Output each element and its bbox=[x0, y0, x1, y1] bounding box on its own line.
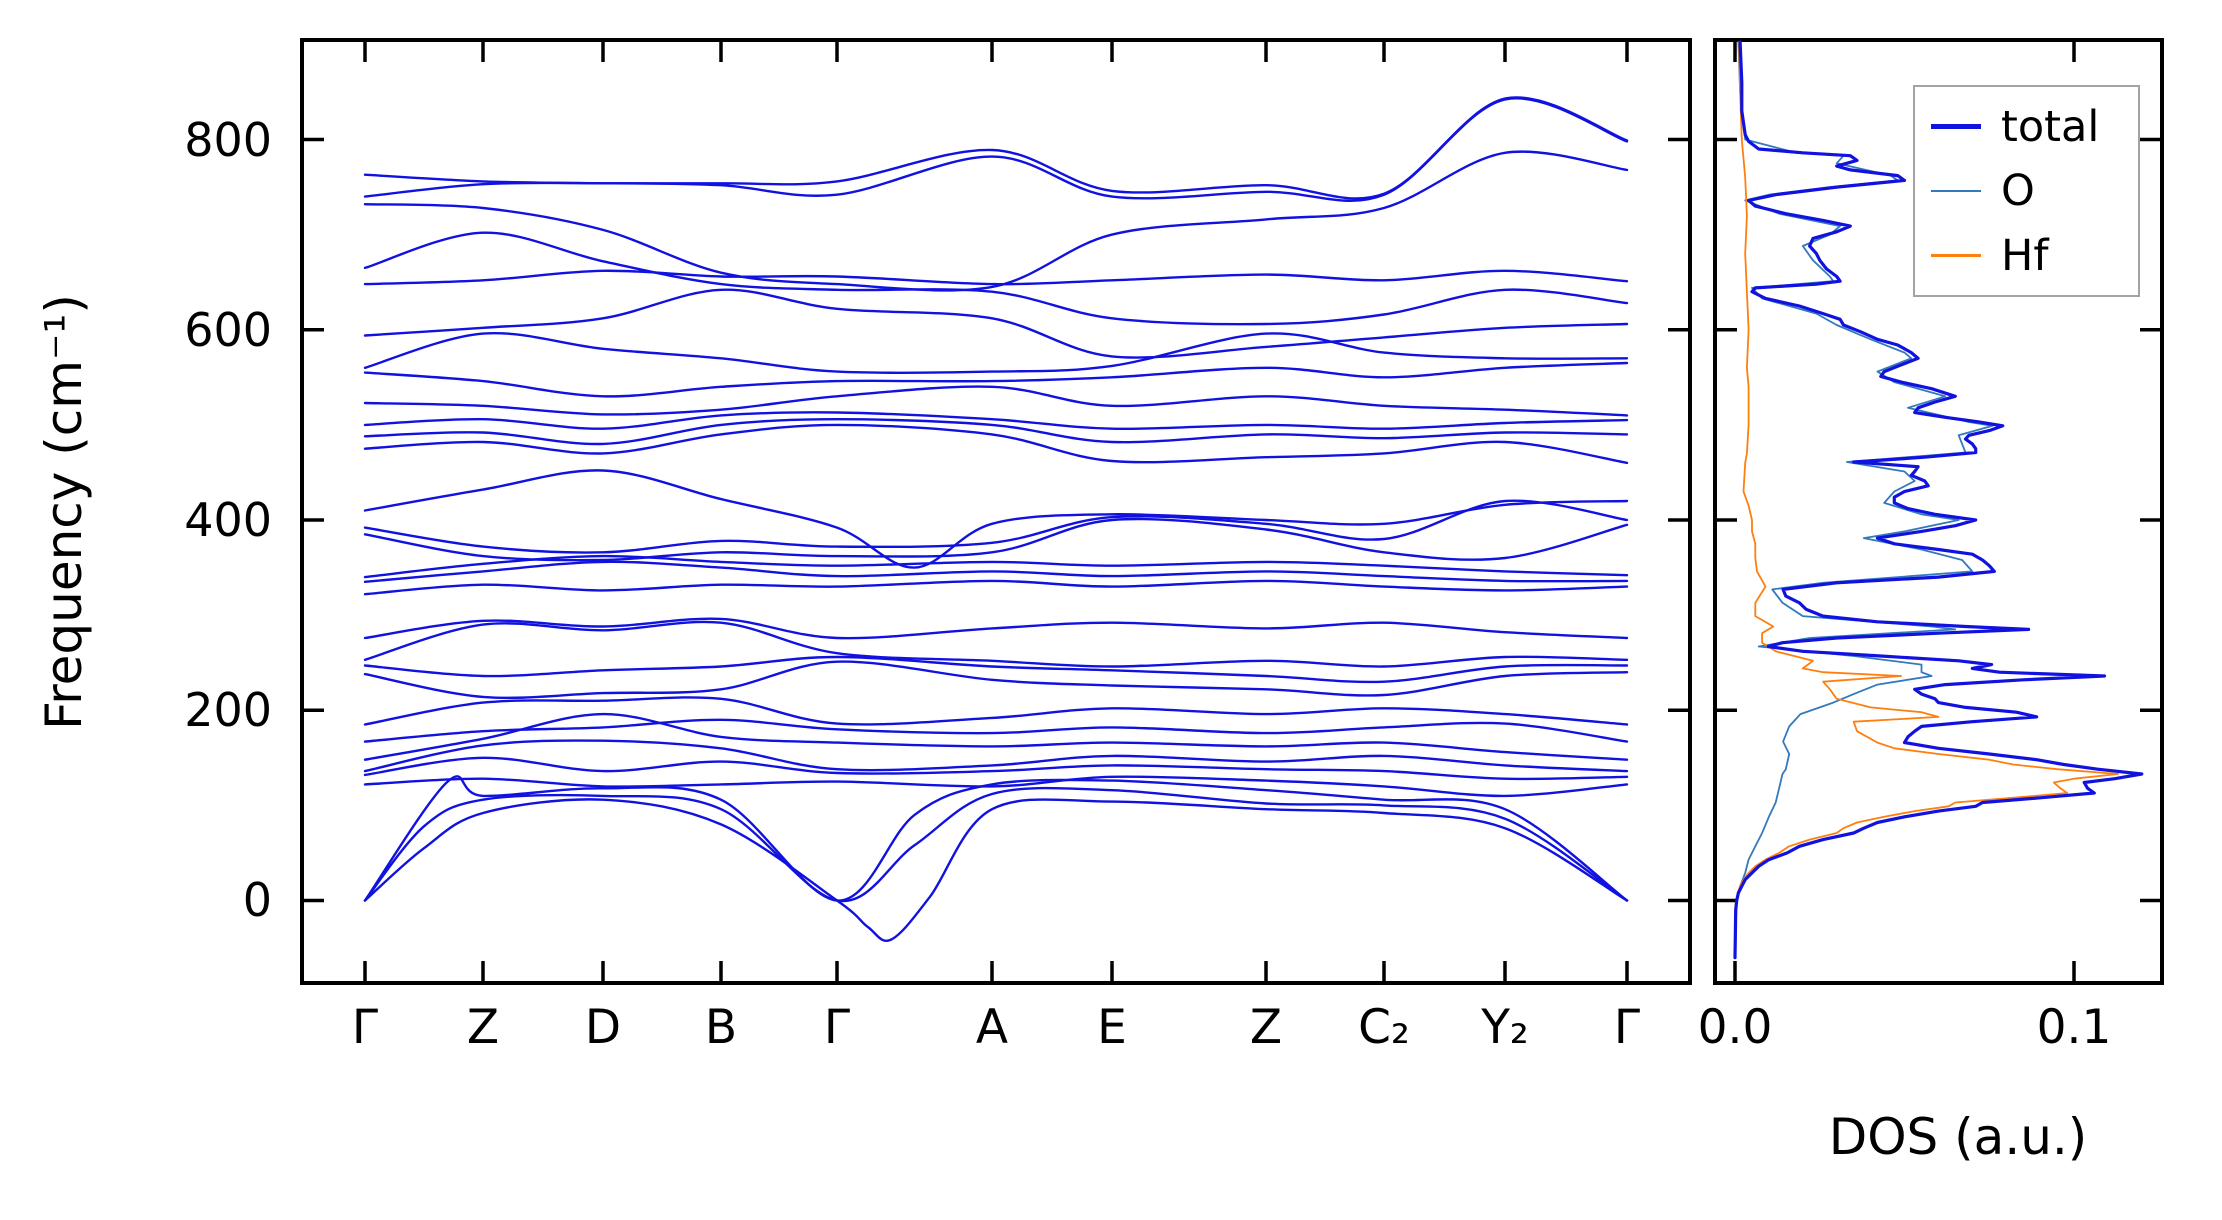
hf-line-swatch bbox=[1931, 254, 1981, 257]
legend-row-hf: Hf bbox=[1915, 231, 2138, 281]
legend-label-o: O bbox=[2001, 166, 2035, 216]
total-line-swatch bbox=[1931, 124, 1981, 129]
xtick-gamma-2: Γ bbox=[823, 1000, 851, 1055]
xtick-gamma-1: Γ bbox=[351, 1000, 379, 1055]
xtick-a: A bbox=[975, 1000, 1009, 1055]
xtick-c2: C₂ bbox=[1358, 1000, 1410, 1055]
xtick-gamma-3: Γ bbox=[1613, 1000, 1641, 1055]
legend-label-total: total bbox=[2001, 101, 2100, 152]
legend-label-hf: Hf bbox=[2001, 230, 2049, 281]
xtick-b: B bbox=[704, 1000, 738, 1055]
legend-row-total: total bbox=[1915, 102, 2138, 152]
ytick-200: 200 bbox=[184, 683, 272, 737]
y-axis-title: Frequency (cm⁻¹) bbox=[35, 294, 93, 730]
dos-xtick-0.0: 0.0 bbox=[1697, 1000, 1773, 1055]
xtick-y2: Y₂ bbox=[1481, 1000, 1529, 1055]
legend-row-o: O bbox=[1915, 166, 2138, 216]
dos-xtick-0.1: 0.1 bbox=[2036, 1000, 2112, 1055]
ytick-0: 0 bbox=[242, 873, 272, 927]
xtick-z-2: Z bbox=[1249, 1000, 1283, 1055]
legend: total O Hf bbox=[1913, 85, 2140, 297]
o-line-swatch bbox=[1931, 189, 1981, 193]
xtick-d: D bbox=[584, 1000, 622, 1055]
xtick-z-1: Z bbox=[466, 1000, 500, 1055]
ytick-600: 600 bbox=[184, 303, 272, 357]
xtick-e: E bbox=[1097, 1000, 1127, 1055]
ytick-400: 400 bbox=[184, 493, 272, 547]
ytick-800: 800 bbox=[184, 113, 272, 167]
dos-x-axis-title: DOS (a.u.) bbox=[1828, 1108, 2088, 1166]
